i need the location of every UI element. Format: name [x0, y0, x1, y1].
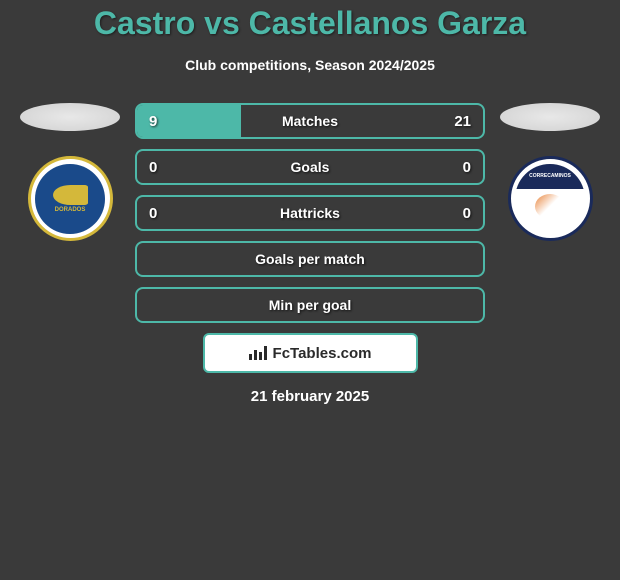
stat-row-goals-per-match: Goals per match [135, 241, 485, 277]
stat-label: Min per goal [269, 297, 351, 313]
team-right-logo: CORRECAMINOS [508, 156, 593, 241]
stat-left-value: 0 [149, 159, 157, 176]
player-ellipse-right [500, 103, 600, 131]
stat-row-hattricks: 0 Hattricks 0 [135, 195, 485, 231]
stat-right-value: 21 [454, 113, 471, 130]
team-left-column: DORADOS [20, 103, 120, 241]
date-text: 21 february 2025 [135, 388, 485, 405]
stat-row-goals: 0 Goals 0 [135, 149, 485, 185]
team-right-logo-top: CORRECAMINOS [515, 164, 585, 189]
fish-icon [53, 185, 88, 205]
stat-right-value: 0 [463, 205, 471, 222]
stat-label: Matches [282, 113, 338, 129]
team-right-column: CORRECAMINOS [500, 103, 600, 241]
team-right-name: CORRECAMINOS [529, 173, 571, 179]
stat-right-value: 0 [463, 159, 471, 176]
bird-icon [535, 194, 565, 219]
stats-column: 9 Matches 21 0 Goals 0 0 Hattricks 0 Goa… [135, 103, 485, 405]
content-wrapper: DORADOS 9 Matches 21 0 Goals 0 0 Hattric… [0, 103, 620, 405]
stat-label: Hattricks [280, 205, 340, 221]
stat-left-value: 0 [149, 205, 157, 222]
stat-label: Goals [291, 159, 330, 175]
team-left-name: DORADOS [55, 207, 86, 213]
comparison-infographic: Castro vs Castellanos Garza Club competi… [0, 0, 620, 405]
team-left-logo: DORADOS [28, 156, 113, 241]
stat-label: Goals per match [255, 251, 365, 267]
page-title: Castro vs Castellanos Garza [0, 5, 620, 42]
badge-text: FcTables.com [273, 345, 372, 362]
chart-icon [249, 346, 267, 360]
player-ellipse-left [20, 103, 120, 131]
stat-row-min-per-goal: Min per goal [135, 287, 485, 323]
stat-row-matches: 9 Matches 21 [135, 103, 485, 139]
stat-left-value: 9 [149, 113, 157, 130]
team-right-logo-inner: CORRECAMINOS [515, 164, 585, 234]
team-left-logo-inner: DORADOS [35, 164, 105, 234]
fctables-badge[interactable]: FcTables.com [203, 333, 418, 373]
subtitle: Club competitions, Season 2024/2025 [0, 57, 620, 73]
